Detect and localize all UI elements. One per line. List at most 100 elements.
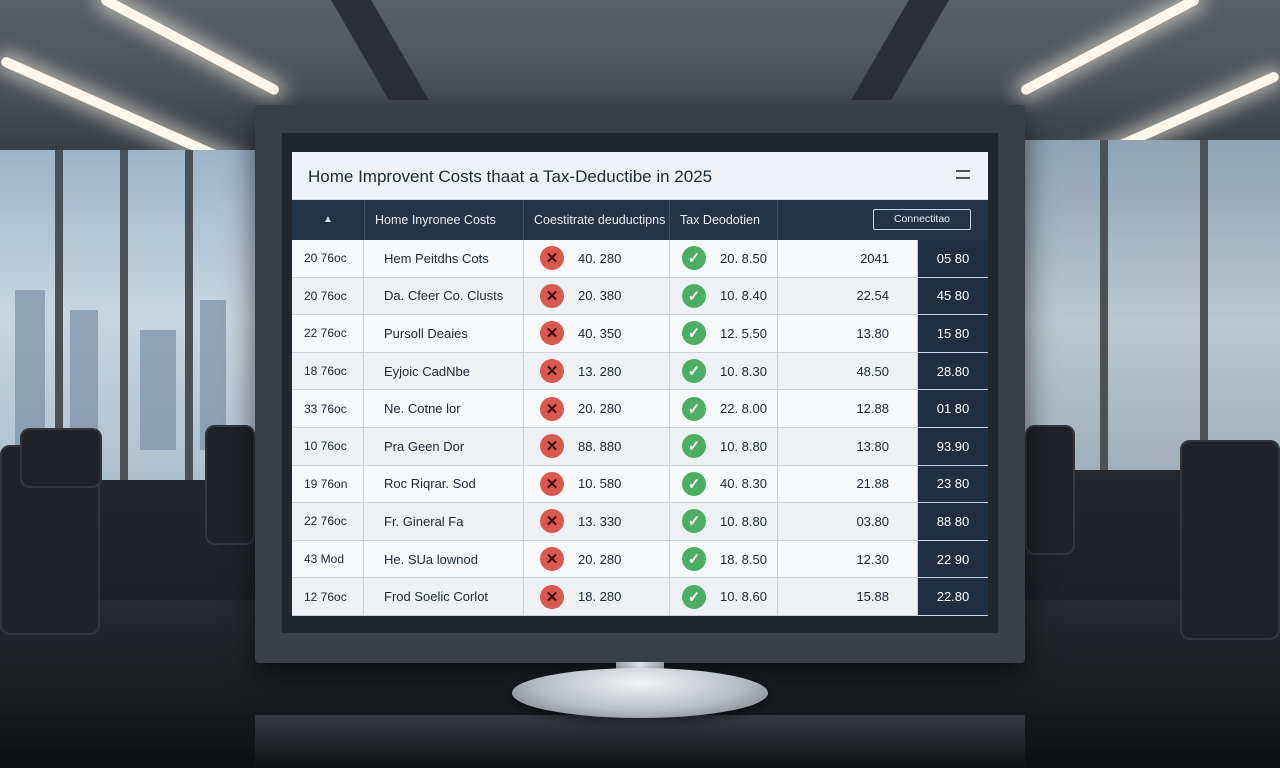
- row-background: [292, 352, 918, 390]
- table-row[interactable]: 10 76oc Pra Geen Dor ✕ 88. 880 ✓ 10. 8.80 …: [292, 428, 988, 466]
- row-name: Da. Cfeer Co. Clusts: [364, 277, 524, 315]
- row-id: 20 76oc: [292, 277, 364, 315]
- table-row[interactable]: 20 76oc Da. Cfeer Co. Clusts ✕ 20. 380 ✓ 1…: [292, 277, 988, 316]
- row-name: Fr. Gineral Fa: [364, 503, 524, 540]
- not-deductible-value: 40. 350: [578, 325, 622, 341]
- check-icon: ✓: [682, 246, 706, 271]
- not-deductible-cell: ✕ 20. 380: [524, 277, 670, 315]
- row-name: Eyjoic CadNbe: [364, 352, 524, 390]
- not-deductible-cell: ✕ 13. 330: [524, 503, 670, 540]
- table-reflection: [255, 715, 1025, 768]
- row-id: 12 76oc: [292, 578, 364, 615]
- check-icon: ✓: [682, 471, 706, 496]
- row-background: [292, 578, 918, 615]
- amount-cell: 13.80: [778, 428, 918, 465]
- check-icon: ✓: [682, 359, 706, 384]
- table-row[interactable]: 33 76oc Ne. Cotne lor ✕ 20. 280 ✓ 22. 8.00…: [292, 390, 988, 428]
- deductible-value: 20. 8.50: [720, 250, 767, 266]
- not-deductible-cell: ✕ 88. 880: [524, 428, 670, 465]
- deductible-value: 40. 8.30: [720, 476, 767, 492]
- row-background: [292, 390, 918, 427]
- total-cell: 45 80: [918, 277, 988, 315]
- check-icon: ✓: [682, 509, 706, 534]
- not-deductible-value: 40. 280: [578, 250, 622, 266]
- office-chair: [205, 425, 255, 545]
- deductible-value: 10. 8.80: [720, 513, 767, 529]
- x-icon: ✕: [540, 471, 564, 496]
- row-id: 18 76oc: [292, 352, 364, 390]
- column-header-tax-deduction[interactable]: Tax Deodotien: [670, 200, 778, 240]
- row-background: [292, 315, 918, 352]
- amount-cell: 15.88: [778, 578, 918, 615]
- table-row[interactable]: 12 76oc Frod Soelic Corlot ✕ 18. 280 ✓ 10.…: [292, 578, 988, 616]
- row-id: 22 76oc: [292, 315, 364, 352]
- total-cell: 22 90: [918, 540, 988, 578]
- not-deductible-value: 18. 280: [578, 589, 622, 605]
- table-row[interactable]: 18 76oc Eyjoic CadNbe ✕ 13. 280 ✓ 10. 8.30…: [292, 352, 988, 391]
- row-id: 33 76oc: [292, 390, 364, 427]
- check-icon: ✓: [682, 321, 706, 346]
- window-frame: [1200, 140, 1208, 470]
- connect-button[interactable]: Connectitao: [873, 209, 971, 230]
- x-icon: ✕: [540, 584, 564, 609]
- check-icon: ✓: [682, 283, 706, 308]
- column-header-deductions[interactable]: Coestitrate deuductipns: [524, 200, 670, 240]
- row-name: Hem Peitdhs Cots: [364, 240, 524, 277]
- row-background: [292, 465, 918, 503]
- window-frame: [120, 150, 128, 480]
- app-screen: Home Improvent Costs thaat a Tax-Deducti…: [292, 152, 988, 616]
- not-deductible-cell: ✕ 13. 280: [524, 352, 670, 390]
- x-icon: ✕: [540, 283, 564, 308]
- window-right: [1025, 140, 1280, 470]
- deductible-value: 22. 8.00: [720, 401, 767, 417]
- x-icon: ✕: [540, 246, 564, 271]
- table-row[interactable]: 43 Mod He. SUa lownod ✕ 20. 280 ✓ 18. 8.50…: [292, 540, 988, 579]
- row-name: Pursoll Deaies: [364, 315, 524, 352]
- amount-cell: 22.54: [778, 277, 918, 315]
- hamburger-icon[interactable]: [956, 170, 970, 179]
- total-cell: 93.90: [918, 428, 988, 465]
- table-row[interactable]: 20 76oc Hem Peitdhs Cots ✕ 40. 280 ✓ 20. 8…: [292, 240, 988, 278]
- check-icon: ✓: [682, 396, 706, 421]
- x-icon: ✕: [540, 359, 564, 384]
- not-deductible-value: 88. 880: [578, 438, 622, 454]
- check-icon: ✓: [682, 584, 706, 609]
- city-building: [70, 310, 98, 450]
- deductible-cell: ✓ 22. 8.00: [670, 390, 778, 427]
- not-deductible-value: 20. 280: [578, 401, 622, 417]
- not-deductible-cell: ✕ 18. 280: [524, 578, 670, 615]
- not-deductible-cell: ✕ 20. 280: [524, 390, 670, 427]
- column-header-costs[interactable]: Home Inyronee Costs: [364, 200, 524, 240]
- city-building: [140, 330, 176, 450]
- amount-cell: 12.30: [778, 540, 918, 578]
- sort-icon[interactable]: ▲: [323, 214, 333, 225]
- check-icon: ✓: [682, 434, 706, 459]
- amount-cell: 21.88: [778, 465, 918, 503]
- title-bar: Home Improvent Costs thaat a Tax-Deducti…: [292, 152, 988, 200]
- amount-cell: 03.80: [778, 503, 918, 540]
- window-frame: [185, 150, 193, 480]
- x-icon: ✕: [540, 396, 564, 421]
- table-row[interactable]: 22 76oc Pursoll Deaies ✕ 40. 350 ✓ 12. 5.5…: [292, 315, 988, 353]
- row-background: [292, 240, 918, 277]
- row-background: [292, 503, 918, 540]
- row-background: [292, 428, 918, 465]
- x-icon: ✕: [540, 509, 564, 534]
- deductible-cell: ✓ 20. 8.50: [670, 240, 778, 277]
- deductible-cell: ✓ 10. 8.30: [670, 352, 778, 390]
- row-id: 20 76oc: [292, 240, 364, 277]
- x-icon: ✕: [540, 434, 564, 459]
- amount-cell: 48.50: [778, 352, 918, 390]
- not-deductible-value: 20. 280: [578, 551, 622, 567]
- not-deductible-cell: ✕ 40. 280: [524, 240, 670, 277]
- deductible-cell: ✓ 10. 8.80: [670, 428, 778, 465]
- office-chair: [1025, 425, 1075, 555]
- table-row[interactable]: 22 76oc Fr. Gineral Fa ✕ 13. 330 ✓ 10. 8.8…: [292, 503, 988, 541]
- total-cell: 88 80: [918, 503, 988, 540]
- total-cell: 28.80: [918, 352, 988, 390]
- table-body: 20 76oc Hem Peitdhs Cots ✕ 40. 280 ✓ 20. 8…: [292, 240, 988, 616]
- row-id: 10 76oc: [292, 428, 364, 465]
- table-row[interactable]: 19 76on Roc Riqrar. Sod ✕ 10. 580 ✓ 40. 8.…: [292, 465, 988, 504]
- row-id: 22 76oc: [292, 503, 364, 540]
- x-icon: ✕: [540, 321, 564, 346]
